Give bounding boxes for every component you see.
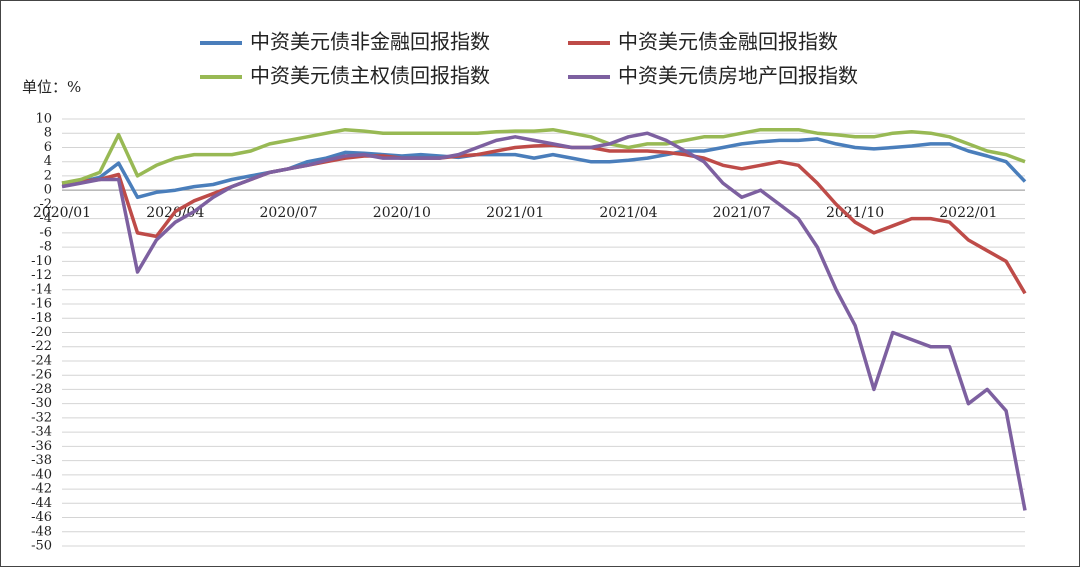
y-tick-label: 4 [44,154,52,169]
unit-label: 单位：% [22,78,81,96]
y-tick-label: -50 [31,539,52,554]
y-tick-label: -44 [31,496,52,511]
y-tick-label: 6 [44,140,52,155]
y-tick-label: -28 [31,382,52,397]
y-tick-label: -18 [31,311,52,326]
x-tick-label: 2021/04 [599,205,657,221]
y-tick-label: -40 [31,467,52,482]
y-tick-label: -14 [31,282,52,297]
x-tick-label: 2020/07 [260,205,318,221]
x-tick-label: 2020/10 [373,205,431,221]
y-tick-label: -12 [31,268,52,283]
y-tick-label: 8 [44,126,52,141]
y-tick-label: -4 [39,211,52,226]
y-tick-label: -42 [31,482,52,497]
x-tick-label: 2021/01 [486,205,544,221]
x-tick-label: 2021/10 [826,205,884,221]
series-line [61,137,1027,200]
y-tick-label: -34 [31,425,52,440]
y-tick-label: -32 [31,410,52,425]
legend-label: 中资美元债非金融回报指数 [250,30,490,54]
y-tick-label: 0 [44,183,52,198]
x-tick-label: 2022/01 [939,205,997,221]
y-tick-label: -16 [31,297,52,312]
y-tick-label: -24 [31,353,52,368]
y-tick-label: -36 [31,439,52,454]
y-tick-label: -20 [31,325,52,340]
y-tick-label: -48 [31,524,52,539]
y-tick-label: 10 [35,112,52,127]
x-tick-label: 2020/01 [33,205,91,221]
y-tick-label: 2 [44,168,52,183]
y-tick-label: -8 [39,240,52,255]
y-tick-label: -2 [39,197,52,212]
y-tick-label: -10 [31,254,52,269]
series-line [61,127,1026,185]
y-tick-label: -22 [31,339,52,354]
y-tick-label: -6 [39,225,52,240]
series-line [61,131,1027,511]
y-tick-label: -38 [31,453,52,468]
legend-label: 中资美元债金融回报指数 [618,30,838,54]
y-tick-label: -26 [31,368,52,383]
legend-label: 中资美元债房地产回报指数 [618,64,858,88]
x-tick-label: 2021/07 [713,205,771,221]
y-tick-label: -46 [31,510,52,525]
y-tick-label: -30 [31,396,52,411]
legend-label: 中资美元债主权债回报指数 [250,64,490,88]
